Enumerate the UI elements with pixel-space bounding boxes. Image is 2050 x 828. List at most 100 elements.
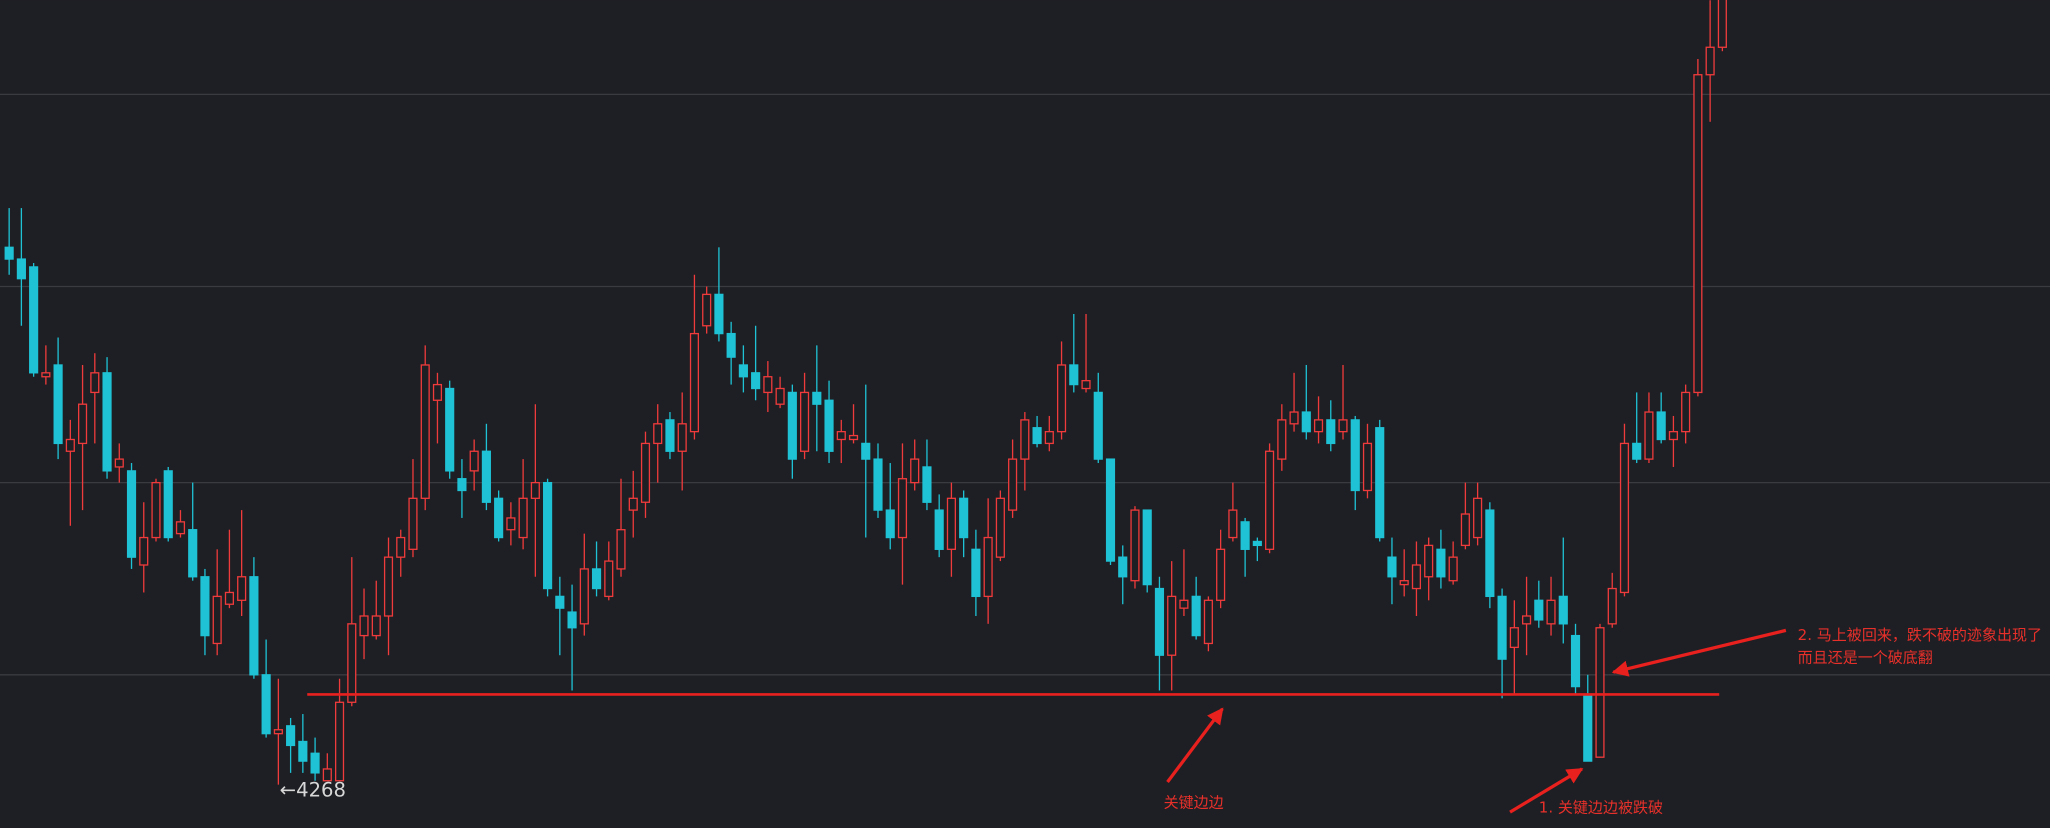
candle-body xyxy=(579,568,589,625)
candle-body xyxy=(1179,599,1189,609)
candle-body xyxy=(1032,427,1042,445)
candle-body xyxy=(347,623,357,703)
candle-body xyxy=(665,419,675,452)
candle-body xyxy=(249,576,259,676)
candle-body xyxy=(212,595,222,645)
candle-body xyxy=(224,591,234,605)
candle-body xyxy=(751,372,761,390)
candle-body xyxy=(640,442,651,503)
candle-body xyxy=(836,430,846,441)
candle-body xyxy=(16,258,26,280)
candle-body xyxy=(1656,411,1666,441)
candle-body xyxy=(53,364,63,445)
candle-body xyxy=(726,332,736,358)
candle-body xyxy=(310,752,320,774)
candle-body xyxy=(873,458,883,511)
candle-body xyxy=(1497,595,1507,660)
candle-body xyxy=(530,481,540,499)
candle-body xyxy=(922,466,932,503)
candle-body xyxy=(1632,442,1642,460)
candle-body xyxy=(445,387,455,472)
candle-body xyxy=(1693,74,1703,394)
candle-body xyxy=(1203,599,1213,645)
candle-body xyxy=(689,332,700,433)
candle-body xyxy=(543,481,553,590)
candle-body xyxy=(175,521,186,535)
candle-body xyxy=(1644,411,1654,460)
candle-body xyxy=(102,372,112,472)
candle-body xyxy=(1056,364,1067,433)
candle-body xyxy=(1191,595,1201,637)
candle-body xyxy=(628,497,638,511)
candle-body xyxy=(1448,556,1458,582)
candle-body xyxy=(286,725,296,747)
candle-body xyxy=(799,391,810,452)
candle-body xyxy=(273,729,283,735)
candle-body xyxy=(1154,587,1165,656)
candle-body xyxy=(1362,442,1373,492)
candle-body xyxy=(420,364,430,499)
candle-body xyxy=(1509,627,1519,649)
candle-body xyxy=(1583,693,1593,762)
candle-body xyxy=(1705,46,1715,76)
candle-body xyxy=(1167,595,1177,656)
candle-body xyxy=(1387,556,1397,578)
candle-body xyxy=(738,364,748,378)
candle-body xyxy=(653,423,663,445)
candle-body xyxy=(616,529,626,570)
candle-body xyxy=(383,556,394,617)
candle-body xyxy=(1534,599,1544,621)
candle-body xyxy=(1044,430,1054,445)
candle-body xyxy=(861,442,871,460)
candle-body xyxy=(77,403,88,445)
candle-body xyxy=(1020,419,1030,460)
candle-body xyxy=(1546,599,1556,625)
candle-body xyxy=(114,458,124,468)
candle-body xyxy=(1326,419,1336,445)
candle-body xyxy=(934,509,944,550)
candle-body xyxy=(65,438,75,452)
candle-body xyxy=(885,509,895,539)
candle-body xyxy=(298,740,308,762)
candle-body xyxy=(1142,509,1152,586)
candle-body xyxy=(371,615,381,637)
candle-body xyxy=(1668,430,1678,441)
candle-body xyxy=(910,458,920,484)
candle-body xyxy=(824,399,834,452)
candle-body xyxy=(506,517,516,531)
candle-body xyxy=(946,497,956,550)
candle-body xyxy=(1558,595,1568,625)
candle-body xyxy=(1338,419,1348,433)
candles xyxy=(4,0,1727,785)
candle-body xyxy=(1081,380,1091,390)
candle-body xyxy=(1277,419,1287,460)
candle-body xyxy=(469,450,479,472)
candle-body xyxy=(1265,450,1275,550)
candle-body xyxy=(812,391,822,405)
candle-body xyxy=(1619,442,1630,594)
candle-body xyxy=(1313,419,1324,433)
candle-body xyxy=(555,595,565,609)
candle-body xyxy=(1607,587,1617,625)
candle-body xyxy=(1717,0,1727,48)
candle-body xyxy=(151,481,161,539)
arrow xyxy=(1166,707,1224,784)
candle-body xyxy=(163,470,173,539)
candle-body xyxy=(702,293,712,327)
candle-body xyxy=(1130,509,1140,582)
candle-body xyxy=(775,387,785,405)
candle-body xyxy=(1375,427,1385,539)
candle-body xyxy=(1436,548,1446,578)
candle-body xyxy=(1240,521,1250,550)
candle-body xyxy=(188,529,198,578)
candle-body xyxy=(897,478,908,539)
arrow xyxy=(1611,628,1787,677)
candle-body xyxy=(787,391,797,460)
candle-body xyxy=(237,576,247,601)
candle-body xyxy=(1399,580,1409,586)
overlay: ←4268 xyxy=(280,693,1720,802)
candle-body xyxy=(983,536,993,598)
candle-body xyxy=(1485,509,1495,598)
candle-body xyxy=(1424,544,1434,578)
